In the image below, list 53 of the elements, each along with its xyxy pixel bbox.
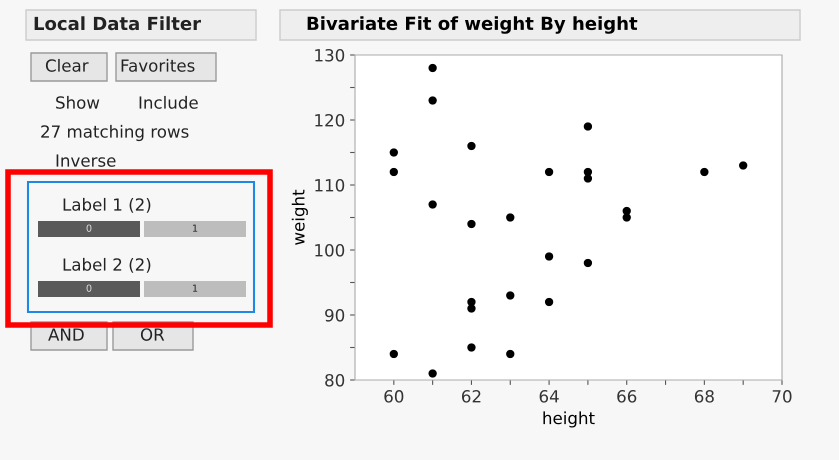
text: Show — [56, 96, 100, 109]
point — [544, 252, 554, 261]
point — [544, 168, 554, 176]
x-tick-label: 68 — [694, 390, 714, 403]
y-axis-title: weight — [292, 190, 308, 245]
x-tick-label: 70 — [772, 390, 792, 403]
point — [428, 200, 437, 209]
x-axis-title: height — [543, 411, 595, 428]
text: Favorites — [122, 58, 194, 72]
x-tick-label: 60 — [384, 390, 404, 403]
point — [467, 142, 476, 150]
point — [390, 350, 398, 358]
text: OR — [140, 328, 164, 341]
x-tick-label: 62 — [462, 390, 480, 403]
y-tick-label: 130 — [315, 48, 344, 62]
text: Label 1 (2) — [64, 198, 150, 213]
text: 27 matching rows — [41, 124, 188, 142]
point — [700, 168, 709, 176]
text: 1 — [192, 224, 198, 232]
point — [428, 96, 437, 105]
point — [506, 350, 514, 358]
point — [428, 64, 437, 72]
y-tick-label: 100 — [315, 244, 344, 257]
point — [506, 213, 514, 222]
point — [584, 258, 592, 268]
text: Clear — [46, 58, 89, 72]
x-tick-label: 66 — [617, 390, 636, 403]
chart-title: Bivariate Fit of weight By height — [308, 16, 638, 34]
y-tick-label: 110 — [315, 178, 344, 192]
point — [584, 174, 592, 183]
point — [467, 220, 476, 228]
point — [739, 161, 748, 170]
text: AND — [48, 328, 84, 341]
point — [467, 304, 476, 313]
point — [622, 213, 631, 222]
y-tick-label: 80 — [325, 374, 344, 387]
point — [584, 122, 592, 131]
text: Local Data Filter — [34, 16, 201, 30]
text: Include — [140, 96, 198, 109]
text: 0 — [86, 224, 92, 232]
text: Inverse — [56, 154, 116, 167]
y-tick-label: 120 — [315, 114, 344, 127]
text: Label 2 (2) — [64, 258, 150, 273]
point — [544, 298, 554, 306]
point — [390, 168, 398, 176]
point — [428, 369, 437, 378]
x-tick-label: 64 — [540, 390, 559, 403]
text: 0 — [86, 284, 92, 292]
point — [467, 343, 476, 352]
point — [390, 148, 398, 157]
text: 1 — [192, 284, 198, 292]
point — [506, 291, 514, 300]
y-tick-label: 90 — [325, 308, 344, 322]
